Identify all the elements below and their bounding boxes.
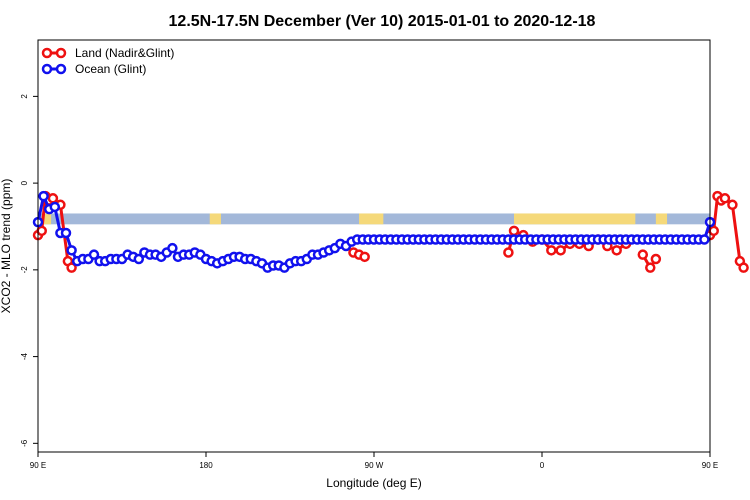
land-band-segment [655, 213, 668, 225]
x-axis-label: Longitude (deg E) [326, 476, 421, 490]
x-tick-label: 180 [199, 461, 213, 470]
land-band-segment [209, 213, 221, 225]
x-tick-label: 90 W [365, 461, 384, 470]
series-ocean [32, 190, 716, 273]
data-point [359, 251, 370, 263]
data-point [708, 225, 719, 237]
data-point [133, 253, 145, 265]
data-point [66, 245, 77, 256]
data-point [88, 249, 100, 260]
data-point [650, 253, 662, 265]
data-point [66, 262, 77, 273]
legend-marker [55, 47, 67, 59]
x-tick-label: 0 [540, 461, 545, 470]
land-band-segment [514, 213, 636, 225]
data-point [727, 199, 738, 211]
land-band-segment [359, 213, 384, 225]
data-point [555, 245, 566, 256]
legend-item: Land (Nadir&Glint) [41, 46, 174, 60]
data-point [49, 201, 61, 213]
data-point [167, 242, 178, 254]
chart-title: 12.5N-17.5N December (Ver 10) 2015-01-01… [169, 13, 596, 30]
legend-marker [41, 47, 53, 59]
legend-label: Land (Nadir&Glint) [75, 46, 174, 60]
data-point [47, 193, 59, 204]
legend-marker [55, 63, 67, 75]
data-point [36, 225, 47, 237]
data-point [38, 190, 49, 202]
legend-label: Ocean (Glint) [75, 62, 146, 76]
data-point [738, 262, 749, 273]
y-tick-label: 2 [20, 94, 29, 99]
series-land [348, 247, 370, 263]
data-point [699, 234, 710, 245]
data-point [645, 262, 656, 273]
x-tick-label: 90 E [702, 461, 718, 470]
legend: Land (Nadir&Glint) Ocean (Glint) [41, 46, 174, 76]
y-axis: 2 0 -2 -4 -6 [20, 94, 38, 447]
data-point [546, 245, 557, 256]
data-point [508, 225, 520, 237]
y-tick-label: 0 [20, 180, 29, 185]
y-tick-label: -6 [20, 439, 29, 447]
plot-background [38, 213, 710, 225]
data-point [611, 245, 622, 256]
data-point [637, 249, 649, 260]
land-band-segment [43, 213, 52, 225]
series-layer [32, 190, 749, 273]
y-axis-label: XCO2 - MLO trend (ppm) [0, 179, 13, 314]
y-tick-label: -4 [20, 352, 29, 360]
series-land [637, 249, 662, 273]
legend-item: Ocean (Glint) [41, 62, 146, 76]
x-axis: 90 E 180 90 W 0 90 E [30, 452, 718, 470]
legend-marker [41, 63, 53, 75]
data-point [60, 227, 72, 239]
series-land [704, 190, 749, 273]
data-point [719, 193, 731, 204]
y-tick-label: -2 [20, 266, 29, 274]
x-tick-label: 90 E [30, 461, 46, 470]
data-point [503, 247, 514, 258]
